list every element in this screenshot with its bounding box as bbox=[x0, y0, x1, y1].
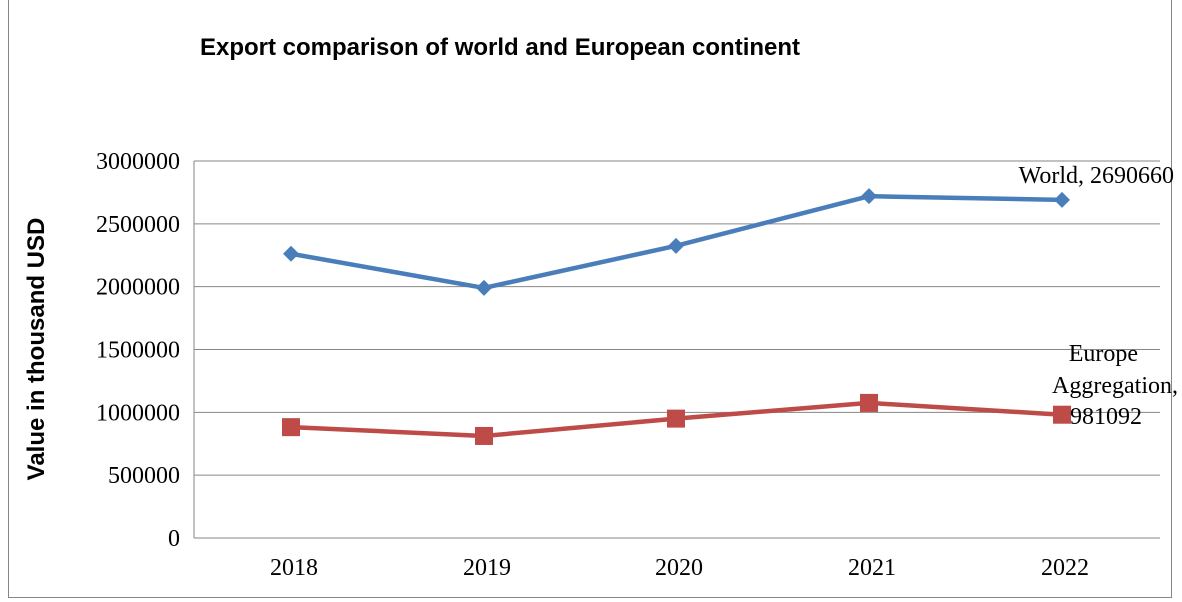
data-labels: World, 2690660 Europe Aggregation, 981092 bbox=[1019, 163, 1178, 430]
x-tick-label: 2018 bbox=[270, 555, 318, 581]
y-tick-label: 500000 bbox=[108, 463, 180, 489]
series-layer bbox=[282, 188, 1071, 445]
data-point bbox=[282, 418, 300, 437]
data-point bbox=[1053, 405, 1071, 424]
y-tick-label: 0 bbox=[168, 526, 180, 552]
x-tick-labels: 2018 2019 2020 2021 2022 bbox=[270, 555, 1089, 581]
y-tick-label: 3000000 bbox=[96, 149, 180, 175]
data-label-world: World, 2690660 bbox=[1019, 163, 1174, 189]
chart-frame bbox=[8, 0, 1172, 598]
data-point bbox=[475, 426, 493, 445]
data-point bbox=[861, 188, 877, 205]
y-axis-label: Value in thousand USD bbox=[23, 218, 50, 481]
y-tick-label: 2000000 bbox=[96, 275, 180, 301]
chart-title: Export comparison of world and European … bbox=[200, 34, 801, 61]
x-tick-label: 2020 bbox=[655, 555, 703, 581]
data-label-europe: Europe Aggregation, 981092 bbox=[1052, 341, 1178, 430]
y-tick-label: 1000000 bbox=[96, 400, 180, 426]
x-tick-label: 2019 bbox=[463, 555, 511, 581]
data-point bbox=[860, 393, 878, 412]
data-label-line: Aggregation, bbox=[1052, 373, 1178, 399]
data-label-line: Europe bbox=[1069, 341, 1138, 367]
y-tick-labels: 0 500000 1000000 1500000 2000000 2500000 30000… bbox=[96, 149, 180, 552]
y-tick-label: 1500000 bbox=[96, 338, 180, 364]
data-point bbox=[667, 409, 685, 428]
data-point bbox=[1054, 191, 1070, 208]
x-tick-label: 2022 bbox=[1041, 555, 1089, 581]
data-point bbox=[283, 245, 299, 262]
x-tick-label: 2021 bbox=[848, 555, 896, 581]
axes bbox=[193, 161, 1160, 539]
data-label-line: 981092 bbox=[1070, 404, 1142, 430]
y-tick-label: 2500000 bbox=[96, 212, 180, 238]
data-point bbox=[476, 279, 492, 296]
data-point bbox=[668, 237, 684, 254]
